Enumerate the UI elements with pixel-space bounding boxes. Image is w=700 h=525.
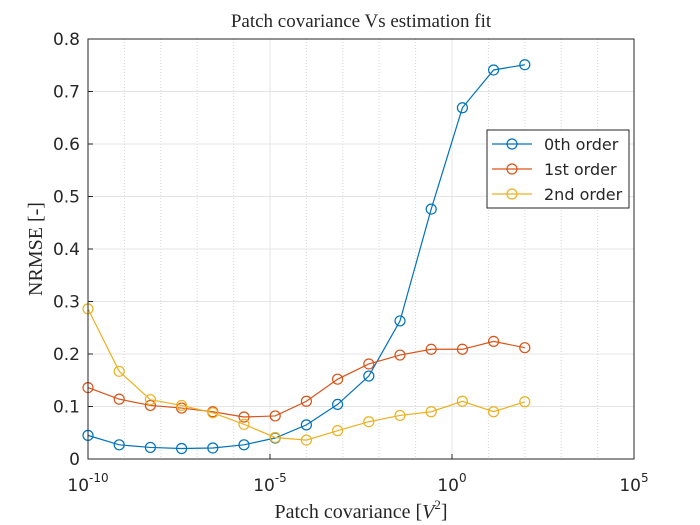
data-point <box>456 343 469 355</box>
data-point <box>363 358 375 370</box>
y-tick-label: 0 <box>69 450 80 470</box>
data-point <box>300 434 312 446</box>
data-point <box>519 342 531 354</box>
data-point <box>113 393 125 405</box>
data-point <box>113 439 125 451</box>
legend: 0th order 1st order 2nd order <box>486 129 630 209</box>
y-tick-label: 0.5 <box>53 188 80 208</box>
series-line <box>87 64 525 450</box>
legend-label: 2nd order <box>544 185 623 204</box>
y-tick-label: 0.3 <box>53 293 80 313</box>
x-tick-exponent: 0 <box>459 471 467 485</box>
x-tick-exponent: 5 <box>641 471 649 485</box>
data-point <box>425 203 437 215</box>
data-point <box>363 370 375 382</box>
x-tick-label: 10-10 <box>67 471 108 496</box>
x-tick-exponent: -5 <box>275 471 287 485</box>
chart-title: Patch covariance Vs estimation fit <box>231 11 492 32</box>
data-point <box>332 425 344 437</box>
data-point <box>425 406 437 418</box>
x-tick-exponent: -10 <box>89 471 109 485</box>
data-point <box>176 399 188 412</box>
series-line <box>87 340 525 418</box>
data-point <box>487 406 500 418</box>
legend-marker <box>506 138 518 150</box>
x-label-text: Patch covariance [ <box>274 501 422 523</box>
data-point <box>176 442 188 455</box>
data-point <box>207 407 219 419</box>
y-tick-label: 0.7 <box>53 83 80 103</box>
y-tick-label: 0.4 <box>53 240 80 260</box>
data-point <box>456 395 469 407</box>
data-point <box>363 416 375 428</box>
x-label-unit: V <box>422 501 437 523</box>
data-point <box>300 395 312 407</box>
data-point <box>394 409 406 422</box>
x-axis-label: Patch covariance [V2] <box>274 497 447 523</box>
data-point <box>207 442 219 454</box>
legend-label: 0th order <box>544 135 619 154</box>
legend-marker <box>506 163 518 175</box>
y-tick-label: 0.1 <box>53 398 80 418</box>
legend-label: 1st order <box>544 160 617 179</box>
x-tick-base: 10 <box>253 476 275 496</box>
data-point <box>144 394 156 406</box>
data-point <box>300 419 312 431</box>
data-point <box>332 373 344 385</box>
data-point <box>487 335 500 347</box>
data-point <box>269 410 281 422</box>
data-point <box>238 411 250 423</box>
legend-marker <box>506 188 518 200</box>
y-tick-label: 0.8 <box>53 30 80 50</box>
x-tick-label: 105 <box>619 471 648 496</box>
data-point <box>425 343 437 355</box>
x-label-exponent: 2 <box>434 497 441 512</box>
data-point <box>487 64 500 76</box>
y-tick-label: 0.2 <box>53 345 80 365</box>
ticks: 00.10.20.30.40.50.60.70.810-10 10-5 100 105 <box>53 30 649 496</box>
data-point <box>238 418 250 430</box>
data-point <box>332 398 344 410</box>
x-label-close: ] <box>441 501 448 523</box>
data-point <box>269 431 281 444</box>
y-tick-label: 0.6 <box>53 135 80 155</box>
data-point <box>519 59 531 71</box>
data-point <box>144 399 156 412</box>
x-tick-label: 10-5 <box>253 471 287 496</box>
series-line <box>87 308 525 441</box>
x-tick-base: 10 <box>619 476 641 496</box>
data-point <box>394 349 406 361</box>
data-point <box>394 315 406 327</box>
data-point <box>456 102 469 114</box>
data-point <box>144 441 156 454</box>
data-point <box>176 402 188 414</box>
data-point <box>113 365 125 377</box>
x-tick-label: 100 <box>437 471 466 496</box>
data-point <box>238 439 250 451</box>
data-point <box>519 396 531 408</box>
y-axis-label: NRMSE [-] <box>25 202 47 296</box>
x-tick-base: 10 <box>437 476 459 496</box>
plot-lines <box>82 59 531 455</box>
x-tick-base: 10 <box>67 476 89 496</box>
